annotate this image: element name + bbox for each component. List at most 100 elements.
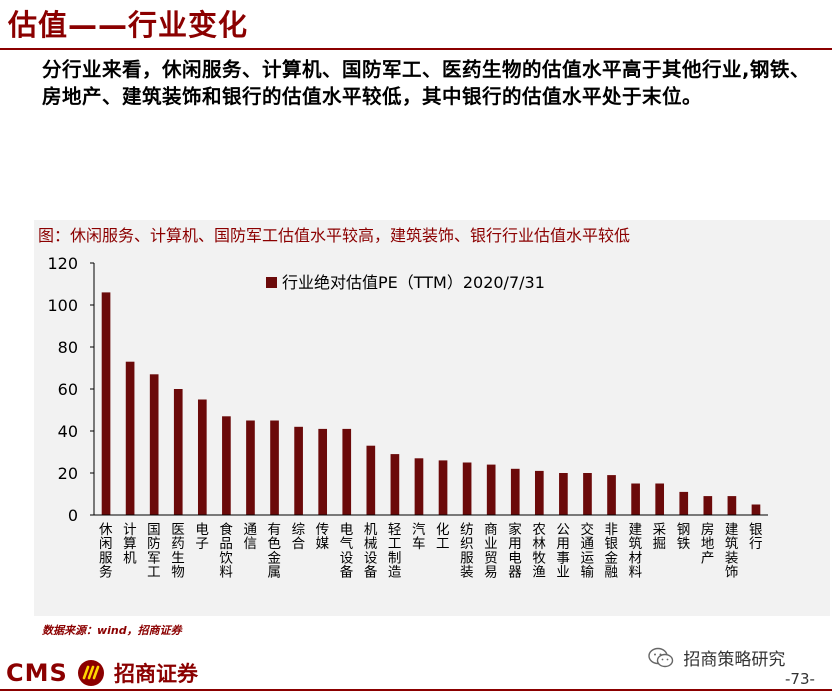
x-tick-char: 输	[580, 565, 594, 581]
x-axis: 休闲服务计算机国防军工医药生物电子食品饮料通信有色金属综合传媒电气设备机械设备轻…	[94, 514, 768, 581]
x-tick-char: 电	[508, 550, 522, 566]
x-tick-char: 行	[749, 536, 763, 552]
x-tick-label: 交通运输	[580, 521, 594, 581]
y-axis: 0 20 40 60 80 100 120	[47, 254, 95, 525]
page-title: 估值——行业变化	[8, 8, 249, 42]
x-tick-char: 银	[749, 522, 763, 538]
x-tick-char: 工	[147, 565, 161, 581]
x-tick-char: 农	[532, 522, 546, 538]
x-tick-label: 电子	[195, 522, 209, 552]
page-header: 估值——行业变化	[0, 0, 832, 50]
x-tick-char: 掘	[653, 536, 667, 552]
bar	[462, 462, 472, 515]
x-tick-label: 银行	[749, 522, 763, 552]
x-tick-char: 机	[364, 522, 378, 538]
wechat-icon	[648, 647, 674, 667]
x-tick-char: 筑	[629, 536, 643, 552]
bar	[583, 473, 592, 515]
x-tick-char: 建	[725, 522, 739, 538]
y-tick-label: 100	[47, 296, 78, 315]
x-tick-char: 业	[484, 536, 498, 552]
bar	[486, 464, 496, 515]
bar	[631, 483, 640, 515]
legend-swatch	[266, 277, 277, 288]
bar	[222, 416, 231, 515]
x-tick-char: 服	[99, 550, 113, 566]
bar	[679, 491, 689, 515]
y-tick-label: 80	[58, 338, 78, 357]
x-tick-char: 地	[701, 536, 715, 552]
x-tick-char: 工	[388, 536, 402, 552]
x-tick-char: 服	[460, 550, 474, 566]
x-tick-char: 务	[99, 565, 113, 581]
x-tick-char: 气	[340, 536, 354, 552]
cms-logo-text: CMS	[6, 659, 68, 687]
y-tick-label: 120	[47, 254, 78, 273]
x-tick-label: 传媒	[316, 522, 330, 552]
bar	[607, 475, 616, 515]
x-tick-label: 轻工制造	[388, 522, 402, 581]
x-tick-char: 备	[340, 564, 354, 581]
x-tick-label: 机械设备	[364, 522, 378, 581]
x-tick-char: 运	[580, 550, 594, 566]
x-tick-char: 器	[508, 565, 522, 581]
bar	[727, 496, 737, 515]
x-tick-char: 料	[219, 565, 233, 581]
bar	[125, 361, 135, 515]
x-tick-char: 物	[171, 565, 185, 581]
x-tick-char: 综	[292, 522, 306, 538]
x-tick-char: 设	[340, 550, 354, 566]
bar	[101, 292, 111, 515]
x-tick-label: 纺织服装	[460, 522, 474, 581]
x-tick-char: 织	[460, 536, 474, 552]
summary-text: 分行业来看，休闲服务、计算机、国防军工、医药生物的估值水平高于其他行业,钢铁、房…	[42, 58, 810, 108]
x-tick-char: 休	[99, 522, 113, 538]
x-tick-char: 子	[195, 536, 209, 552]
bar-series	[101, 292, 761, 515]
x-tick-label: 汽车	[412, 522, 426, 552]
x-tick-char: 生	[171, 550, 185, 566]
x-tick-char: 备	[364, 564, 378, 581]
x-tick-char: 军	[147, 550, 161, 566]
x-tick-char: 筑	[725, 536, 739, 552]
x-tick-char: 工	[436, 536, 450, 552]
x-tick-char: 金	[605, 550, 619, 566]
x-tick-char: 料	[629, 565, 643, 581]
x-tick-char: 林	[532, 536, 546, 552]
x-tick-char: 家	[508, 521, 522, 538]
y-tick-label: 40	[58, 422, 78, 441]
x-tick-char: 食	[219, 521, 233, 538]
bar	[246, 420, 255, 515]
x-tick-label: 通信	[243, 522, 257, 552]
x-tick-char: 品	[219, 536, 233, 552]
x-tick-char: 信	[243, 536, 257, 552]
x-tick-label: 建筑装饰	[725, 522, 739, 581]
x-tick-label: 休闲服务	[99, 522, 113, 581]
x-tick-char: 非	[605, 522, 619, 538]
x-tick-label: 食品饮料	[219, 521, 233, 581]
bar	[534, 470, 544, 515]
x-tick-char: 材	[629, 550, 643, 566]
x-tick-label: 采掘	[653, 522, 667, 552]
x-tick-char: 通	[580, 536, 594, 552]
x-tick-label: 家用电器	[508, 521, 522, 581]
company-logo: CMS 招商证券	[6, 658, 198, 688]
x-tick-char: 装	[725, 550, 739, 566]
x-tick-char: 采	[653, 522, 667, 538]
x-tick-char: 贸	[484, 550, 498, 566]
x-tick-char: 银	[605, 536, 619, 552]
x-tick-char: 业	[556, 565, 570, 581]
x-tick-char: 牧	[532, 550, 546, 566]
x-tick-char: 纺	[460, 522, 474, 538]
y-tick-label: 0	[68, 506, 78, 525]
chart-panel	[34, 220, 830, 616]
bar	[342, 428, 352, 515]
x-tick-char: 计	[123, 522, 137, 538]
x-tick-char: 房	[701, 522, 715, 538]
x-tick-label: 商业贸易	[484, 522, 498, 581]
x-tick-char: 合	[292, 536, 306, 552]
x-tick-char: 铁	[677, 536, 691, 552]
y-tick-label: 60	[58, 380, 78, 399]
bar	[655, 483, 665, 515]
x-tick-char: 轻	[388, 522, 402, 538]
